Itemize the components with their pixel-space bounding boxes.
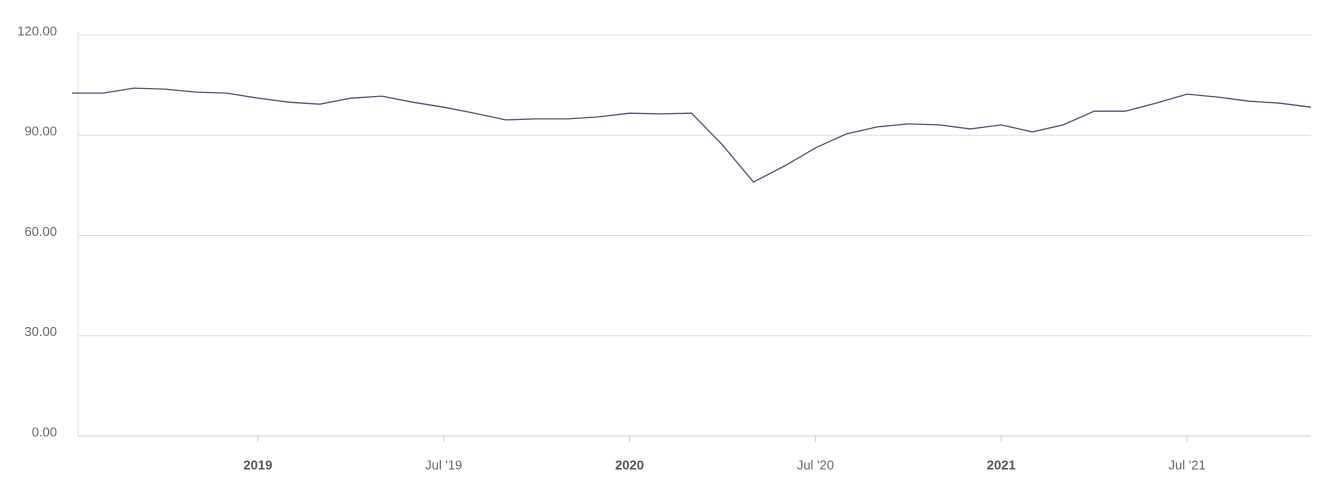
y-tick-label: 90.00 (24, 124, 57, 139)
x-tick-label: 2021 (987, 457, 1016, 472)
x-tick-label: 2019 (243, 457, 272, 472)
y-tick-label: 120.00 (17, 23, 57, 38)
y-tick-label: 60.00 (24, 224, 57, 239)
x-tick-label: 2020 (615, 457, 644, 472)
x-tick-label: Jul '20 (797, 457, 834, 472)
y-tick-label: 30.00 (24, 324, 57, 339)
y-tick-label: 0.00 (32, 424, 57, 439)
line-series (72, 87, 1312, 183)
x-tick-label: Jul '19 (425, 457, 462, 472)
x-tick-label: Jul '21 (1169, 457, 1206, 472)
